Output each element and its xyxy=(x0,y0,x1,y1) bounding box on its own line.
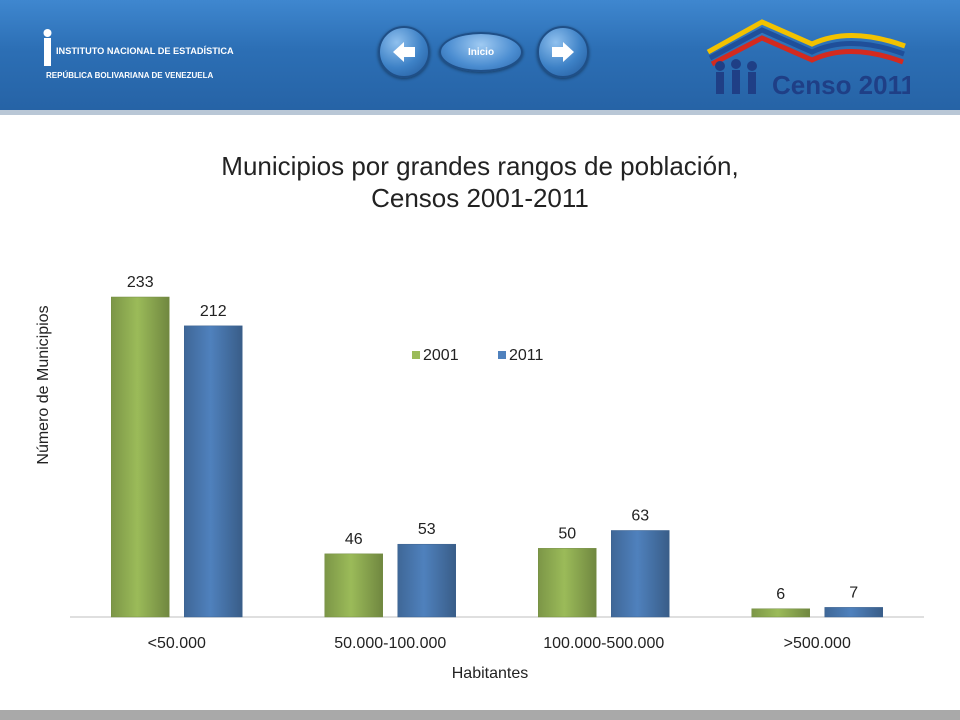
value-label-2001-1: 46 xyxy=(345,531,363,548)
legend-swatch-2011 xyxy=(498,351,506,359)
value-labels-layer: 233 212 46 53 50 63 6 7 xyxy=(127,274,858,603)
x-tick-labels-layer: <50.000 50.000-100.000 100.000-500.000 >500… xyxy=(148,635,851,652)
legend-swatch-2001 xyxy=(412,351,420,359)
bar-2001-0 xyxy=(111,296,170,618)
bar-2001-1 xyxy=(324,553,383,618)
bar-2011-0 xyxy=(184,325,243,618)
previous-button[interactable] xyxy=(378,26,430,78)
bars-layer xyxy=(111,296,883,618)
next-button[interactable] xyxy=(537,26,589,78)
ine-logo-line2: REPÚBLICA BOLIVARIANA DE VENEZUELA xyxy=(46,71,213,80)
footer-bar xyxy=(0,710,960,720)
x-tick-label-1: 50.000-100.000 xyxy=(334,635,446,652)
value-label-2011-0: 212 xyxy=(200,303,227,320)
censo-logo: Censo 2011 xyxy=(706,19,910,100)
ine-logo: INSTITUTO NACIONAL DE ESTADÍSTICA REPÚBL… xyxy=(43,29,234,80)
bar-2011-1 xyxy=(397,543,456,618)
chart-title-line1: Municipios por grandes rangos de poblaci… xyxy=(221,151,739,181)
legend: 2001 2011 xyxy=(412,347,544,364)
x-axis-title: Habitantes xyxy=(452,665,529,682)
value-label-2011-1: 53 xyxy=(418,521,436,538)
value-label-2001-2: 50 xyxy=(558,525,576,542)
x-tick-label-3: >500.000 xyxy=(784,635,851,652)
bar-2011-2 xyxy=(611,530,670,618)
x-tick-label-0: <50.000 xyxy=(148,635,206,652)
value-label-2011-2: 63 xyxy=(631,507,649,524)
legend-label-2001: 2001 xyxy=(423,347,459,364)
value-label-2011-3: 7 xyxy=(849,584,858,601)
arrow-left-icon xyxy=(393,42,415,62)
value-label-2001-3: 6 xyxy=(776,586,785,603)
header-banner: INSTITUTO NACIONAL DE ESTADÍSTICA REPÚBL… xyxy=(0,0,960,115)
chart-title-line2: Censos 2001-2011 xyxy=(371,183,589,213)
censo-logo-text: Censo 2011 xyxy=(772,70,910,100)
x-tick-label-2: 100.000-500.000 xyxy=(543,635,664,652)
bar-2011-3 xyxy=(824,607,883,618)
home-button[interactable]: Inicio xyxy=(439,32,523,72)
bar-2001-2 xyxy=(538,548,597,618)
chart-title: Municipios por grandes rangos de poblaci… xyxy=(0,150,960,214)
y-axis-title: Número de Municipios xyxy=(35,305,52,464)
legend-label-2011: 2011 xyxy=(509,347,544,364)
ine-logo-line1: INSTITUTO NACIONAL DE ESTADÍSTICA xyxy=(56,45,234,56)
arrow-right-icon xyxy=(552,42,574,62)
home-button-label: Inicio xyxy=(467,46,495,58)
bar-2001-3 xyxy=(751,608,810,618)
value-label-2001-0: 233 xyxy=(127,274,154,291)
